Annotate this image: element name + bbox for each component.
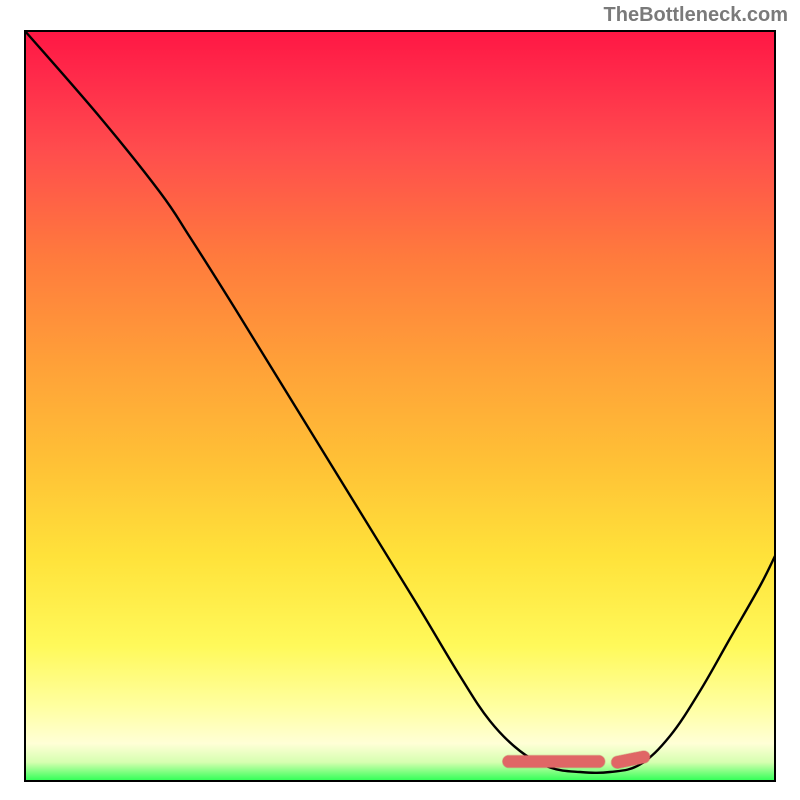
attribution-label: TheBottleneck.com: [604, 4, 788, 27]
minimum-marker-fill-1: [618, 757, 644, 762]
bottleneck-chart: [24, 30, 776, 782]
chart-container: [24, 30, 776, 782]
chart-background: [25, 31, 775, 781]
minimum-markers: [509, 757, 644, 762]
page-root: TheBottleneck.com: [0, 0, 800, 800]
